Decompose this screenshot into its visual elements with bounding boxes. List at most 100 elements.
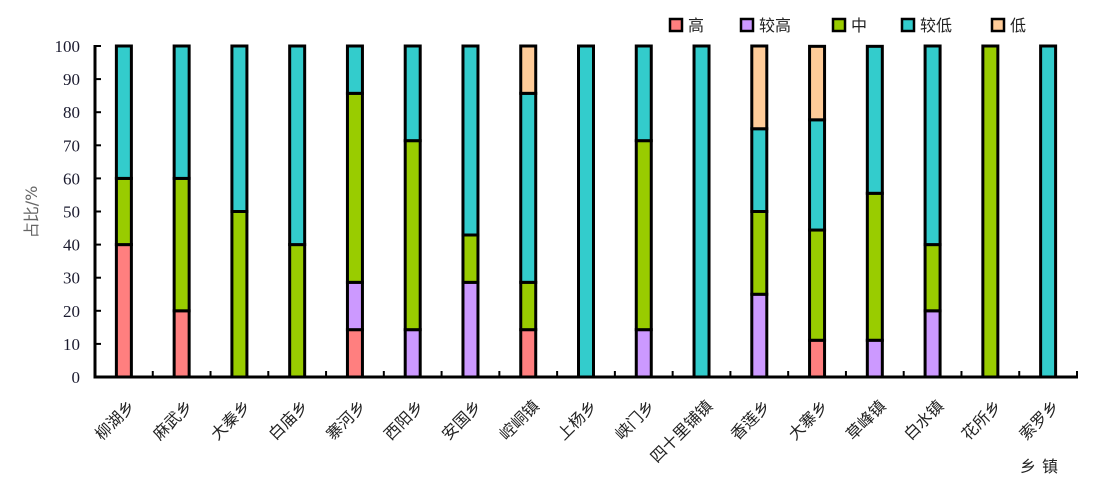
y-tick-label: 10 <box>63 335 80 354</box>
x-tick-label: 西阳乡 <box>380 396 427 443</box>
legend-swatch <box>831 17 847 33</box>
legend-label: 高 <box>688 16 704 35</box>
bar-stack <box>923 44 942 379</box>
bar-segment-0 <box>519 328 538 379</box>
bar-segment-3 <box>114 44 133 180</box>
y-tick-label: 90 <box>63 70 80 89</box>
legend-swatch <box>990 17 1006 33</box>
bar-stack <box>692 44 711 379</box>
bar-segment-3 <box>230 44 249 213</box>
bar-segment-4 <box>750 44 769 131</box>
legend-swatch <box>668 17 684 33</box>
x-tick-label: 白水镇 <box>900 396 947 443</box>
x-tick-label: 崆峒镇 <box>496 396 543 443</box>
bar-segment-2 <box>923 243 942 313</box>
legend-item: 低 <box>990 16 1026 35</box>
legend-swatch <box>900 17 916 33</box>
x-tick-label: 峡门乡 <box>611 396 658 443</box>
bar-segment-3 <box>808 118 827 232</box>
bar-stack <box>981 44 1000 379</box>
y-tick-label: 60 <box>63 169 80 188</box>
bar-segment-3 <box>288 44 307 247</box>
bar-stack <box>461 44 480 379</box>
x-tick-label: 大秦乡 <box>207 396 254 443</box>
x-tick-label: 草峰镇 <box>842 396 889 443</box>
bars-group <box>114 44 1058 379</box>
y-tick-label: 50 <box>63 203 80 222</box>
bar-stack <box>230 44 249 379</box>
bar-stack <box>1039 44 1058 379</box>
y-axis-title: 占比/% <box>22 186 41 239</box>
bar-segment-2 <box>114 176 133 247</box>
legend: 高 较高 中 较低 低 <box>668 16 1026 35</box>
bar-segment-1 <box>403 328 422 379</box>
bar-stack <box>172 44 191 379</box>
bar-segment-2 <box>403 139 422 332</box>
legend-label: 较高 <box>759 16 791 35</box>
bar-segment-1 <box>923 309 942 379</box>
bar-segment-1 <box>461 280 480 379</box>
x-tick-label: 白庙乡 <box>265 396 312 443</box>
legend-label: 低 <box>1010 16 1026 35</box>
bar-segment-3 <box>634 44 653 143</box>
bar-segment-3 <box>403 44 422 143</box>
legend-item: 较低 <box>900 16 952 35</box>
bar-segment-1 <box>865 338 884 379</box>
legend-label: 中 <box>851 16 867 35</box>
bar-stack <box>114 44 133 379</box>
legend-item: 高 <box>668 16 704 35</box>
bar-stack <box>634 44 653 379</box>
bar-segment-4 <box>808 44 827 122</box>
x-tick-label: 寨河乡 <box>322 396 369 443</box>
x-tick-label: 上杨乡 <box>553 396 600 443</box>
bar-segment-2 <box>288 243 307 379</box>
bar-segment-2 <box>865 191 884 342</box>
x-ticks-group <box>151 371 1078 377</box>
y-tick-label: 80 <box>63 103 80 122</box>
bar-segment-0 <box>172 309 191 379</box>
bar-segment-2 <box>461 233 480 284</box>
bar-stack <box>519 44 538 379</box>
bar-stack <box>865 44 884 379</box>
y-tick-label: 100 <box>55 37 81 56</box>
x-tick-label: 花所乡 <box>958 396 1005 443</box>
bar-segment-3 <box>172 44 191 180</box>
bar-segment-1 <box>345 280 364 332</box>
bar-stack <box>750 44 769 379</box>
bar-segment-2 <box>808 228 827 342</box>
bar-segment-2 <box>750 210 769 296</box>
bar-segment-2 <box>519 280 538 332</box>
x-tick-label: 安国乡 <box>438 396 485 443</box>
bar-segment-2 <box>981 44 1000 379</box>
x-tick-label: 索罗乡 <box>1016 396 1063 443</box>
bar-stack <box>808 44 827 379</box>
bar-segment-3 <box>461 44 480 237</box>
x-tick-label: 麻武乡 <box>149 396 196 443</box>
bar-segment-3 <box>519 91 538 284</box>
bar-segment-0 <box>808 338 827 379</box>
y-tick-label: 0 <box>72 368 81 387</box>
x-tick-label: 四十里铺镇 <box>646 396 716 466</box>
x-axis-title: 乡镇 <box>1020 457 1064 476</box>
bar-segment-2 <box>172 176 191 313</box>
y-ticks-group: 0 10 20 30 40 50 60 70 80 90 100 <box>55 37 101 387</box>
bar-segment-2 <box>230 210 249 379</box>
y-tick-label: 20 <box>63 302 80 321</box>
y-tick-label: 70 <box>63 136 80 155</box>
x-tick-label: 大寨乡 <box>785 396 832 443</box>
y-tick-label: 40 <box>63 236 80 255</box>
bar-segment-3 <box>923 44 942 247</box>
legend-swatch <box>739 17 755 33</box>
legend-label: 较低 <box>920 16 952 35</box>
bar-stack <box>288 44 307 379</box>
bar-segment-0 <box>345 328 364 379</box>
bar-segment-3 <box>577 44 595 379</box>
bar-segment-3 <box>865 44 884 195</box>
bar-stack <box>403 44 422 379</box>
bar-segment-1 <box>634 328 653 379</box>
legend-item: 较高 <box>739 16 791 35</box>
bar-stack <box>577 44 595 379</box>
x-tick-label: 柳湖乡 <box>91 396 138 443</box>
